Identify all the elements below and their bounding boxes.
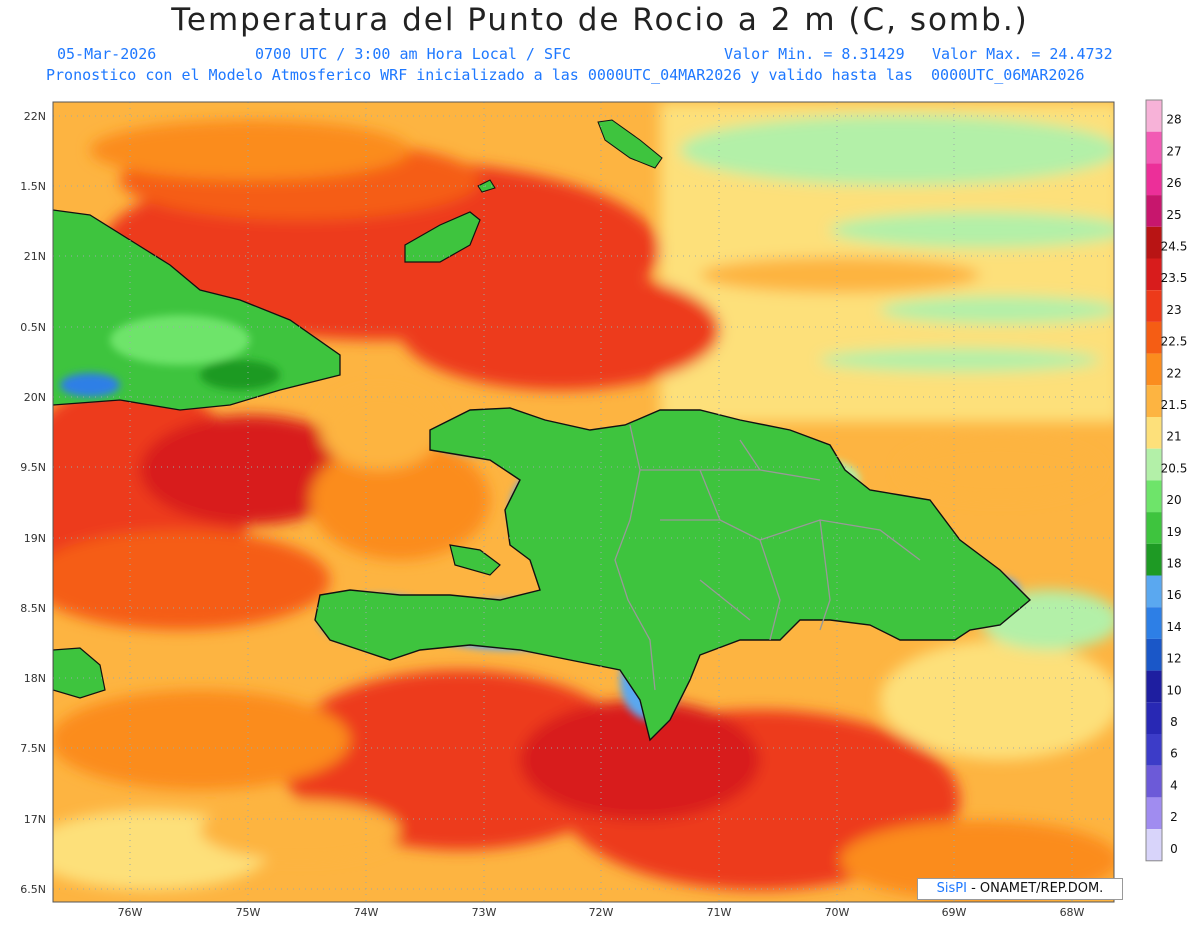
lon-label: 76W [118, 906, 143, 919]
colorbar-swatch [1146, 670, 1162, 703]
colorbar-swatch [1146, 543, 1162, 576]
colorbar-swatch [1146, 417, 1162, 449]
colorbar-swatch [1146, 163, 1162, 196]
lon-label: 75W [236, 906, 261, 919]
lon-label: 73W [472, 906, 497, 919]
colorbar-label: 22 [1166, 366, 1181, 380]
colorbar-label: 19 [1166, 525, 1181, 539]
map-title: Temperatura del Punto de Rocio a 2 m (C,… [171, 2, 1029, 38]
lat-label: 19N [24, 532, 46, 545]
lat-label: 21N [24, 250, 46, 263]
credit-box: SisPI - ONAMET/REP.DOM. [917, 878, 1123, 900]
lat-label: 8.5N [20, 602, 46, 615]
lat-label: 9.5N [20, 461, 46, 474]
lat-label: 20N [24, 391, 46, 404]
colorbar-label: 24.5 [1161, 240, 1188, 254]
colorbar-label: 12 [1166, 652, 1181, 666]
colorbar-label: 25 [1166, 208, 1181, 222]
colorbar-label: 21 [1166, 430, 1181, 444]
map-field [53, 102, 1114, 902]
forecast-time: 0700 UTC / 3:00 am Hora Local / SFC [255, 45, 572, 63]
colorbar-swatch [1146, 290, 1162, 322]
lon-label: 71W [707, 906, 732, 919]
lat-label: 7.5N [20, 742, 46, 755]
credit-text: - ONAMET/REP.DOM. [971, 881, 1104, 896]
max-value: Valor Max. = 24.4732 [932, 45, 1113, 63]
colorbar-label: 26 [1166, 176, 1181, 190]
colorbar: 2827262524.523.52322.52221.52120.5201918… [1145, 99, 1188, 862]
longitude-axis: 76W 75W 74W 73W 72W 71W 70W 69W 68W [118, 906, 1085, 919]
colorbar-label: 23.5 [1161, 271, 1188, 285]
colorbar-outline [1145, 99, 1163, 862]
lat-label: 17N [24, 813, 46, 826]
colorbar-swatch [1146, 638, 1162, 671]
lat-label: 18N [24, 672, 46, 685]
lat-label: 1.5N [20, 180, 46, 193]
sispi-logo: SisPI [936, 881, 967, 896]
colorbar-swatch [1146, 195, 1162, 227]
colorbar-label: 18 [1166, 557, 1181, 571]
colorbar-swatch [1146, 131, 1162, 164]
colorbar-label: 20 [1166, 493, 1181, 507]
colorbar-swatch [1146, 702, 1162, 734]
colorbar-swatch [1146, 829, 1162, 861]
graticule [53, 102, 1114, 902]
colorbar-swatch [1146, 480, 1162, 513]
colorbar-label: 16 [1166, 588, 1181, 602]
map-frame [52, 101, 1115, 903]
lon-label: 69W [942, 906, 967, 919]
colorbar-swatch [1146, 226, 1162, 259]
colorbar-swatch [1146, 512, 1162, 544]
colorbar-swatch [1146, 321, 1162, 354]
colorbar-label: 23 [1166, 303, 1181, 317]
colorbar-swatch [1146, 258, 1162, 291]
lon-label: 70W [825, 906, 850, 919]
colorbar-label: 27 [1166, 144, 1181, 158]
colorbar-swatch [1146, 734, 1162, 766]
colorbar-label: 22.5 [1161, 335, 1188, 349]
lon-label: 68W [1060, 906, 1085, 919]
colorbar-swatch [1146, 100, 1162, 132]
colorbar-label: 28 [1166, 113, 1181, 127]
lat-label: 22N [24, 110, 46, 123]
colorbar-label: 21.5 [1161, 398, 1188, 412]
colorbar-swatch [1146, 797, 1162, 830]
colorbar-swatch [1146, 765, 1162, 798]
colorbar-label: 20.5 [1161, 461, 1188, 475]
colorbar-swatch [1146, 385, 1162, 417]
colorbar-label: 8 [1170, 715, 1178, 729]
colorbar-label: 4 [1170, 778, 1178, 792]
lat-label: 0.5N [20, 321, 46, 334]
colorbar-swatch [1146, 353, 1162, 386]
colorbar-swatch [1146, 607, 1162, 639]
colorbar-swatch [1146, 448, 1162, 481]
colorbar-swatch [1146, 575, 1162, 608]
lon-label: 74W [354, 906, 379, 919]
forecast-date: 05-Mar-2026 [57, 45, 157, 63]
min-value: Valor Min. = 8.31429 [724, 45, 905, 63]
colorbar-label: 14 [1166, 620, 1181, 634]
colorbar-label: 6 [1170, 747, 1178, 761]
colorbar-label: 2 [1170, 810, 1178, 824]
lon-label: 72W [589, 906, 614, 919]
colorbar-label: 0 [1170, 842, 1178, 856]
lat-label: 6.5N [20, 883, 46, 896]
model-info: Pronostico con el Modelo Atmosferico WRF… [46, 66, 1085, 84]
latitude-axis: 22N 1.5N 21N 0.5N 20N 9.5N 19N 8.5N 18N … [20, 110, 46, 896]
colorbar-label: 10 [1166, 683, 1181, 697]
